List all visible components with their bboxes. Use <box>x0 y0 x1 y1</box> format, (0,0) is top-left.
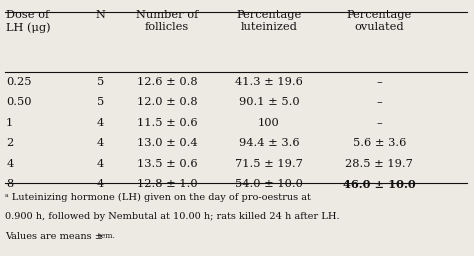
Text: 5.6 ± 3.6: 5.6 ± 3.6 <box>353 138 406 148</box>
Text: –: – <box>376 97 382 107</box>
Text: 0.25: 0.25 <box>6 77 32 87</box>
Text: 4: 4 <box>97 138 104 148</box>
Text: 4: 4 <box>6 159 13 169</box>
Text: 5: 5 <box>97 97 104 107</box>
Text: Values are means ±: Values are means ± <box>5 232 106 241</box>
Text: 0.900 h, followed by Nembutal at 10.00 h; rats killed 24 h after LH.: 0.900 h, followed by Nembutal at 10.00 h… <box>5 212 339 221</box>
Text: 1: 1 <box>6 118 13 128</box>
Text: sem.: sem. <box>97 232 115 240</box>
Text: 13.5 ± 0.6: 13.5 ± 0.6 <box>137 159 197 169</box>
Text: 11.5 ± 0.6: 11.5 ± 0.6 <box>137 118 197 128</box>
Text: 90.1 ± 5.0: 90.1 ± 5.0 <box>239 97 299 107</box>
Text: 100: 100 <box>258 118 280 128</box>
Text: 28.5 ± 19.7: 28.5 ± 19.7 <box>345 159 413 169</box>
Text: 12.8 ± 1.0: 12.8 ± 1.0 <box>137 179 197 189</box>
Text: 4: 4 <box>97 179 104 189</box>
Text: 54.0 ± 10.0: 54.0 ± 10.0 <box>235 179 303 189</box>
Text: 46.0 ± 10.0: 46.0 ± 10.0 <box>343 179 416 190</box>
Text: Number of
follicles: Number of follicles <box>136 10 198 32</box>
Text: 5: 5 <box>97 77 104 87</box>
Text: 4: 4 <box>97 118 104 128</box>
Text: 94.4 ± 3.6: 94.4 ± 3.6 <box>239 138 299 148</box>
Text: N: N <box>96 10 106 20</box>
Text: Dose of
LH (μg): Dose of LH (μg) <box>6 10 51 33</box>
Text: 71.5 ± 19.7: 71.5 ± 19.7 <box>235 159 303 169</box>
Text: ᵃ Luteinizing hormone (LH) given on the day of pro-oestrus at: ᵃ Luteinizing hormone (LH) given on the … <box>5 193 310 202</box>
Text: 8: 8 <box>6 179 13 189</box>
Text: 12.0 ± 0.8: 12.0 ± 0.8 <box>137 97 197 107</box>
Text: 4: 4 <box>97 159 104 169</box>
Text: Percentage
ovulated: Percentage ovulated <box>346 10 412 32</box>
Text: 13.0 ± 0.4: 13.0 ± 0.4 <box>137 138 197 148</box>
Text: –: – <box>376 118 382 128</box>
Text: 12.6 ± 0.8: 12.6 ± 0.8 <box>137 77 197 87</box>
Text: Percentage
luteinized: Percentage luteinized <box>237 10 301 32</box>
Text: 41.3 ± 19.6: 41.3 ± 19.6 <box>235 77 303 87</box>
Text: 2: 2 <box>6 138 13 148</box>
Text: 0.50: 0.50 <box>6 97 32 107</box>
Text: –: – <box>376 77 382 87</box>
